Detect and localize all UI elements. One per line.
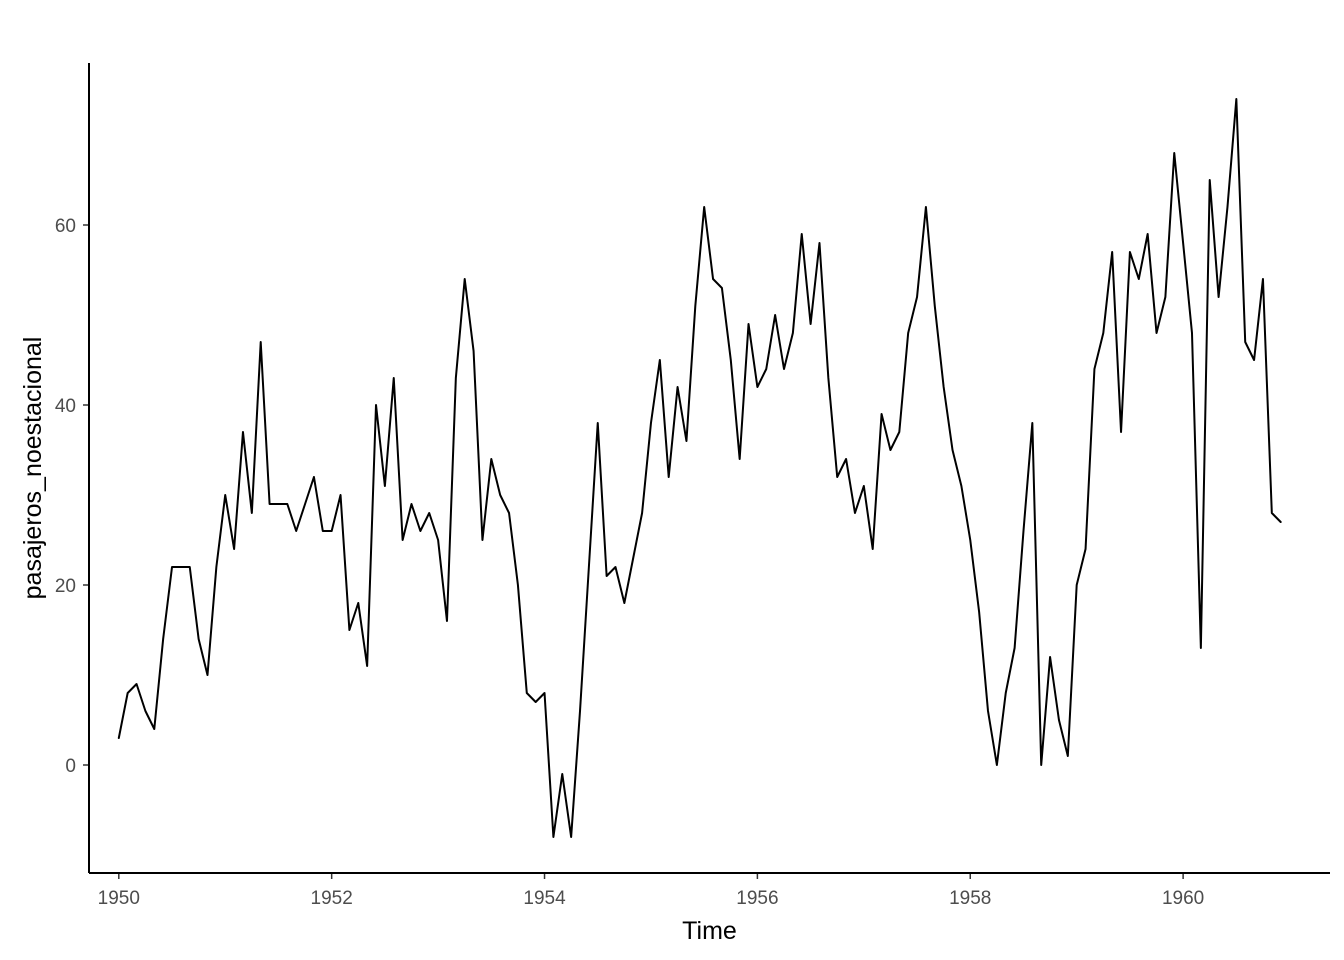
series-line: [117, 98, 1282, 838]
y-tick-label: 60: [55, 216, 76, 237]
x-tick-label: 1950: [98, 888, 140, 909]
y-axis-title: pasajeros_noestacional: [19, 337, 47, 600]
x-axis-ticks: 1950 1952 1954 1956 1958 1960: [98, 873, 1204, 909]
x-axis-title: Time: [682, 917, 737, 945]
y-tick-label: 20: [55, 576, 76, 597]
x-tick-label: 1958: [949, 888, 991, 909]
x-tick-label: 1952: [311, 888, 353, 909]
y-tick-label: 40: [55, 396, 76, 417]
x-tick-label: 1960: [1162, 888, 1204, 909]
x-tick-label: 1956: [736, 888, 778, 909]
y-axis-ticks: 0 20 40 60: [55, 216, 89, 777]
x-tick-label: 1954: [523, 888, 566, 909]
y-tick-label: 0: [65, 756, 76, 777]
